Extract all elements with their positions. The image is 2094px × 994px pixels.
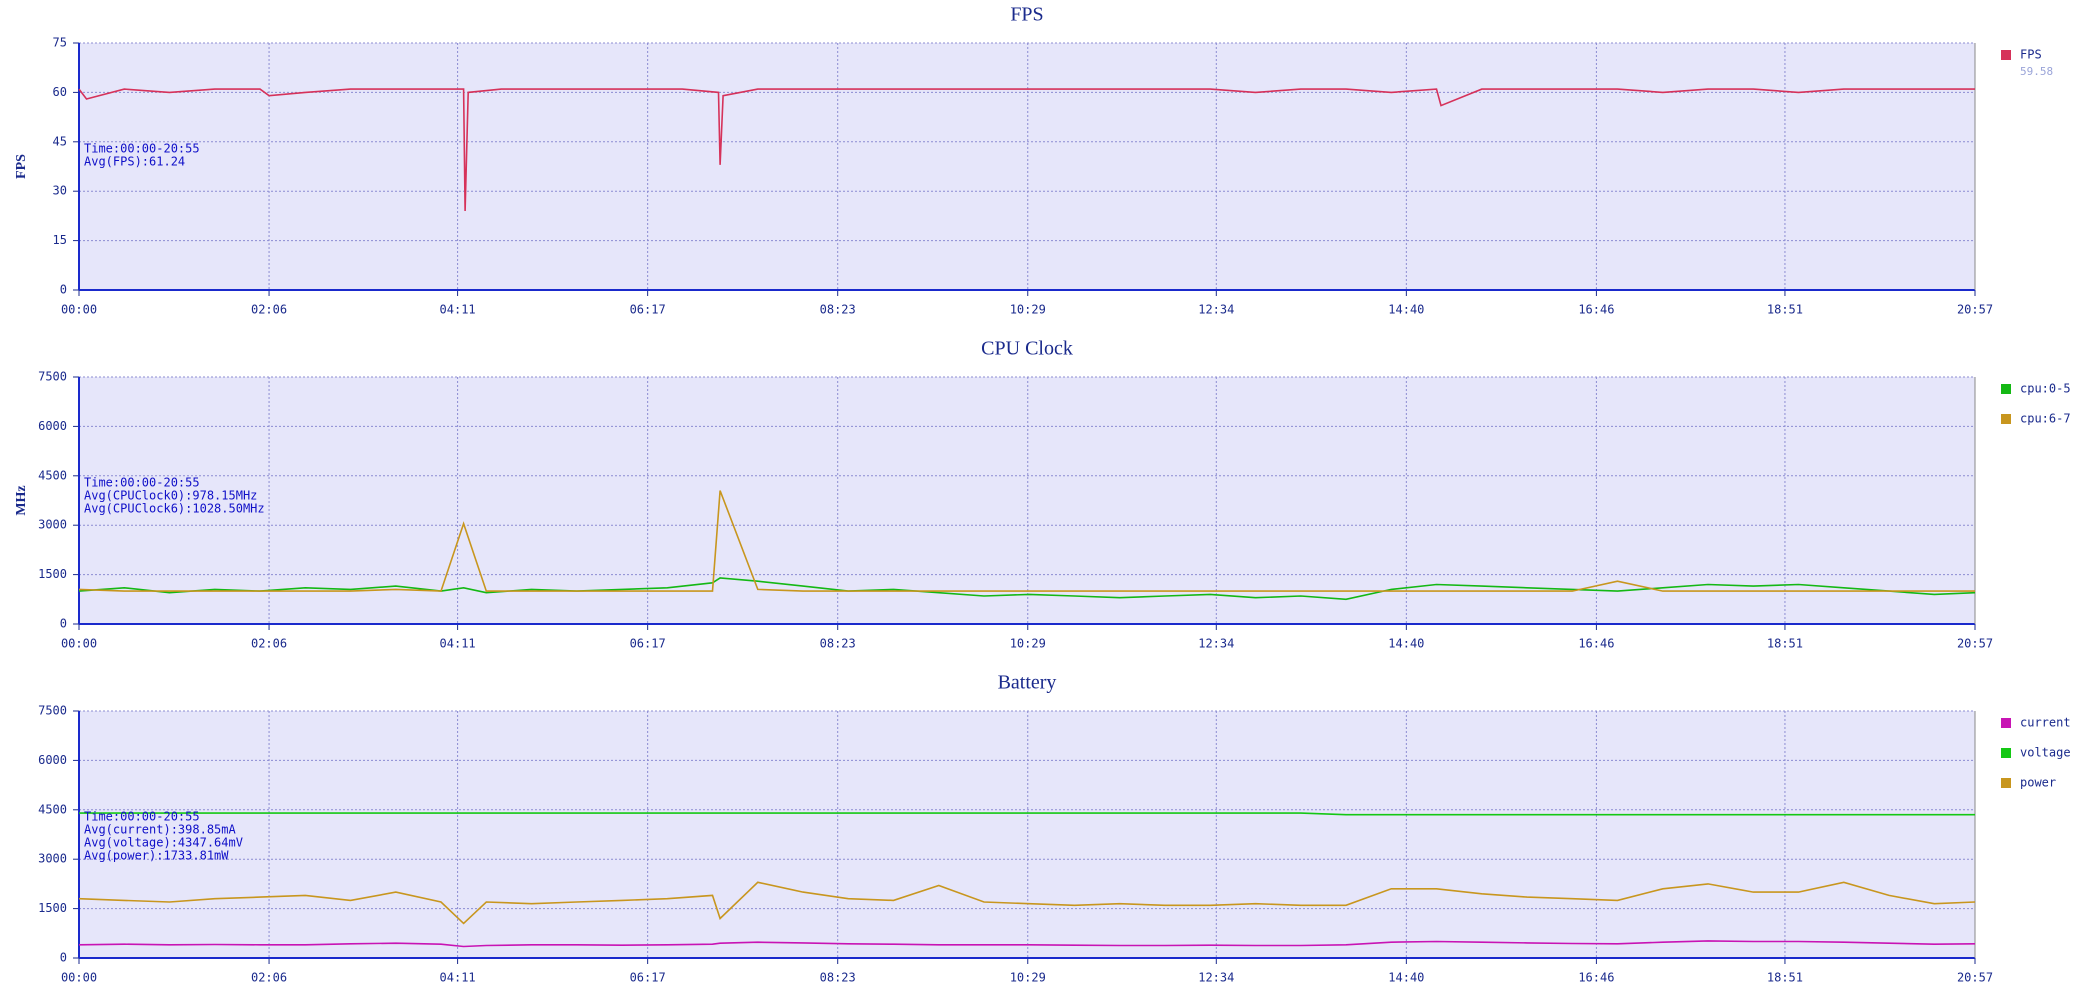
legend-subtext: 59.58	[2020, 65, 2053, 78]
x-tick-label: 18:51	[1767, 971, 1803, 985]
x-tick-label: 08:23	[820, 637, 856, 651]
y-tick-label: 6000	[38, 419, 67, 433]
legend-swatch	[2001, 384, 2011, 394]
x-tick-label: 10:29	[1010, 971, 1046, 985]
annotation: Avg(power):1733.81mW	[84, 849, 229, 863]
plot-area	[79, 43, 1975, 290]
y-axis-label: FPS	[14, 154, 29, 179]
y-tick-label: 45	[53, 134, 67, 148]
y-tick-label: 3000	[38, 852, 67, 866]
annotation: Avg(voltage):4347.64mV	[84, 836, 243, 850]
legend-label: FPS	[2020, 48, 2042, 62]
x-tick-label: 06:17	[630, 303, 666, 317]
x-tick-label: 18:51	[1767, 637, 1803, 651]
series-line	[78, 881, 1976, 925]
x-tick-label: 00:00	[61, 971, 97, 985]
legend-label: current	[2020, 716, 2071, 730]
series-line	[79, 812, 1975, 816]
annotation: Avg(current):398.85mA	[84, 823, 236, 837]
x-tick-label: 18:51	[1767, 303, 1803, 317]
y-tick-label: 30	[53, 184, 67, 198]
series-line	[78, 88, 1975, 212]
x-tick-label: 00:00	[61, 303, 97, 317]
plot-area	[79, 377, 1975, 624]
y-tick-label: 1500	[38, 567, 67, 581]
legend-swatch	[2001, 50, 2011, 60]
series-line	[78, 577, 1976, 601]
annotation: Avg(FPS):61.24	[84, 155, 185, 169]
x-tick-label: 10:29	[1010, 637, 1046, 651]
y-tick-label: 0	[60, 951, 67, 965]
x-tick-label: 14:40	[1388, 303, 1424, 317]
y-tick-label: 6000	[38, 753, 67, 767]
y-tick-label: 0	[60, 617, 67, 631]
y-tick-label: 60	[53, 85, 67, 99]
legend-swatch	[2001, 718, 2011, 728]
plot-area	[79, 711, 1975, 958]
x-tick-label: 20:57	[1957, 971, 1993, 985]
legend-swatch	[2001, 414, 2011, 424]
legend-swatch	[2001, 748, 2011, 758]
x-tick-label: 20:57	[1957, 637, 1993, 651]
x-tick-label: 02:06	[251, 303, 287, 317]
legend-label: cpu:6-7	[2020, 412, 2071, 426]
x-tick-label: 04:11	[440, 637, 476, 651]
y-tick-label: 4500	[38, 468, 67, 482]
y-tick-label: 4500	[38, 802, 67, 816]
x-tick-label: 14:40	[1388, 637, 1424, 651]
legend-swatch	[2001, 778, 2011, 788]
y-axis-label: MHz	[14, 485, 29, 515]
x-tick-label: 12:34	[1198, 637, 1234, 651]
x-tick-label: 04:11	[440, 971, 476, 985]
x-tick-label: 02:06	[251, 971, 287, 985]
series-line	[78, 940, 1976, 948]
annotation: Avg(CPUClock6):1028.50MHz	[84, 502, 265, 516]
y-tick-label: 7500	[38, 370, 67, 384]
x-tick-label: 10:29	[1010, 303, 1046, 317]
x-tick-label: 08:23	[820, 303, 856, 317]
x-tick-label: 06:17	[630, 637, 666, 651]
x-tick-label: 16:46	[1578, 303, 1614, 317]
annotation: Time:00:00-20:55	[84, 810, 200, 824]
x-tick-label: 16:46	[1578, 971, 1614, 985]
annotation: Avg(CPUClock0):978.15MHz	[84, 489, 257, 503]
legend-label: power	[2020, 776, 2056, 790]
series-line	[78, 490, 1975, 592]
x-tick-label: 14:40	[1388, 971, 1424, 985]
x-tick-label: 12:34	[1198, 303, 1234, 317]
y-tick-label: 0	[60, 283, 67, 297]
x-tick-label: 04:11	[440, 303, 476, 317]
x-tick-label: 06:17	[630, 971, 666, 985]
y-tick-label: 7500	[38, 704, 67, 718]
y-tick-label: 3000	[38, 518, 67, 532]
x-tick-label: 16:46	[1578, 637, 1614, 651]
chart-title: CPU Clock	[981, 338, 1073, 360]
x-tick-label: 08:23	[820, 971, 856, 985]
x-tick-label: 20:57	[1957, 303, 1993, 317]
annotation: Time:00:00-20:55	[84, 476, 200, 490]
annotation: Time:00:00-20:55	[84, 142, 200, 156]
legend-label: cpu:0-5	[2020, 382, 2071, 396]
y-tick-label: 1500	[38, 901, 67, 915]
chart-title: Battery	[998, 672, 1057, 694]
y-tick-label: 75	[53, 36, 67, 50]
x-tick-label: 12:34	[1198, 971, 1234, 985]
y-tick-label: 15	[53, 233, 67, 247]
x-tick-label: 00:00	[61, 637, 97, 651]
legend-label: voltage	[2020, 746, 2071, 760]
x-tick-label: 02:06	[251, 637, 287, 651]
chart-title: FPS	[1010, 4, 1043, 26]
